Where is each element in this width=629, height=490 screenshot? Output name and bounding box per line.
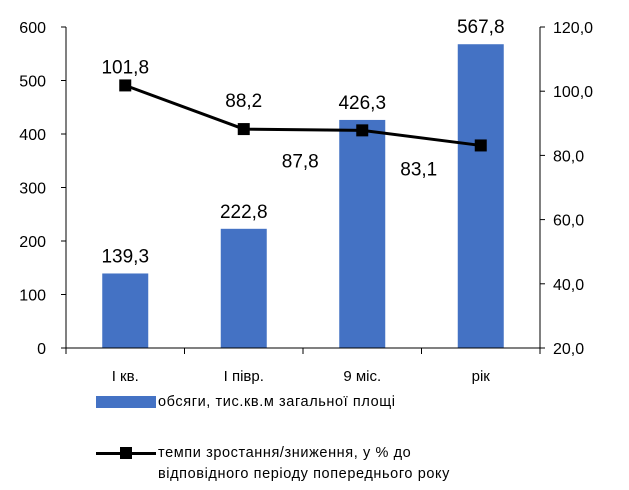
category-label: рік <box>472 368 491 385</box>
right-tick-label: 120,0 <box>553 20 593 37</box>
right-tick-label: 20,0 <box>553 341 584 358</box>
bar-value-label: 222,8 <box>220 202 268 223</box>
line-value-label: 83,1 <box>400 159 437 180</box>
legend-line-label-2: відповідного періоду попереднього року <box>158 466 450 482</box>
left-tick-label: 300 <box>19 181 46 198</box>
right-tick-label: 100,0 <box>553 84 593 101</box>
combo-chart: 0 100 200 300 400 500 600 20,0 40,0 60,0 80,0 100,0… <box>19 17 593 385</box>
right-tick-label: 80,0 <box>553 148 584 165</box>
bar-4 <box>457 44 504 349</box>
left-tick-label: 200 <box>19 234 46 251</box>
legend-bar-swatch <box>96 396 156 408</box>
left-tick-label: 100 <box>19 288 46 305</box>
category-label: 9 міс. <box>343 368 381 385</box>
bar-3 <box>339 119 386 348</box>
category-label: I півр. <box>224 368 264 385</box>
line-value-label: 101,8 <box>101 57 149 78</box>
legend-line-label-1: темпи зростання/зниження, у % до <box>158 445 412 461</box>
bar-value-label: 139,3 <box>101 246 149 267</box>
line-marker-4 <box>474 139 487 152</box>
left-tick-label: 600 <box>19 20 46 37</box>
left-tick-label: 0 <box>37 341 46 358</box>
legend-bar-entry: обсяги, тис.кв.м загальної площі <box>96 394 396 410</box>
left-tick-label: 400 <box>19 127 46 144</box>
right-tick-label: 40,0 <box>553 277 584 294</box>
line-marker-1 <box>119 79 132 92</box>
left-tick-label: 500 <box>19 74 46 91</box>
line-series <box>124 84 481 147</box>
bar-value-label: 426,3 <box>338 93 386 114</box>
legend-line-symbol <box>96 444 156 462</box>
bar-2 <box>220 228 267 348</box>
line-marker-2 <box>237 123 250 136</box>
bar-1 <box>102 273 149 348</box>
bar-value-label: 567,8 <box>457 17 505 38</box>
right-tick-label: 60,0 <box>553 213 584 230</box>
line-marker-3 <box>356 124 369 137</box>
legend-bar-label: обсяги, тис.кв.м загальної площі <box>158 394 396 410</box>
category-label: I кв. <box>112 368 139 385</box>
line-value-label: 88,2 <box>225 91 262 112</box>
legend-line-entry: темпи зростання/зниження, у % до відпові… <box>96 444 450 482</box>
line-value-label: 87,8 <box>282 151 319 172</box>
